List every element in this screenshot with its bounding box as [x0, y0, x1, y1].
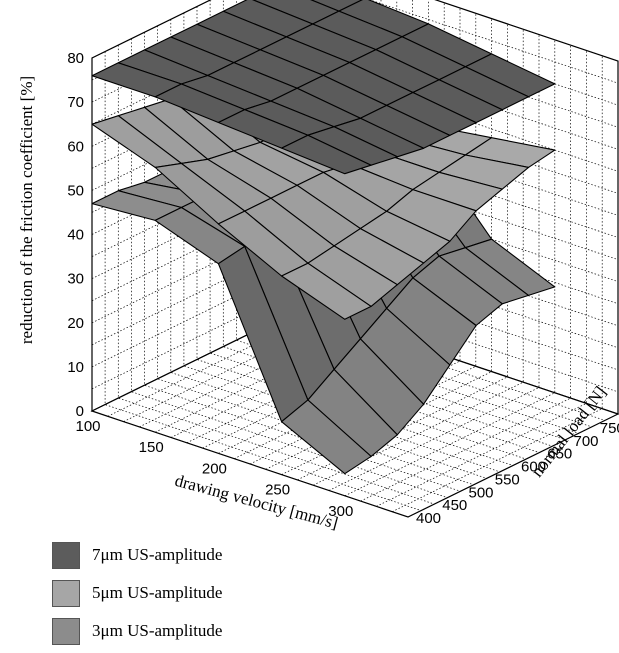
z-gridline: [91, 285, 619, 393]
y-gridline: [288, 0, 606, 421]
x-gridline: [407, 61, 619, 518]
legend-label: 3μm US-amplitude: [92, 621, 223, 640]
z-tick-label: 60: [67, 138, 84, 155]
x-gridline: [392, 55, 603, 513]
x-tick-label: 100: [75, 418, 100, 435]
z-gridline: [91, 175, 619, 282]
x-gridline: [376, 50, 587, 507]
z-tick-label: 20: [67, 315, 84, 332]
surface-7um: [91, 0, 556, 175]
x-tick-label: 150: [139, 439, 164, 456]
legend-label: 7μm US-amplitude: [92, 545, 223, 564]
z-tick-label: 10: [67, 359, 84, 376]
z-tick-label: 0: [76, 403, 84, 420]
surface-patch: [281, 399, 372, 475]
x-gridline: [344, 39, 556, 497]
surface-patch: [281, 134, 372, 175]
z-gridline: [91, 263, 619, 371]
y-tick-label: 700: [574, 433, 599, 450]
y-tick-label: 450: [442, 497, 467, 514]
y-tick-label: 500: [469, 484, 494, 501]
y-gridline: [209, 0, 527, 460]
y-tick-label: 550: [495, 471, 520, 488]
y-gridline: [249, 0, 566, 441]
y-tick-label: 600: [521, 459, 546, 476]
z-tick-label: 70: [67, 94, 84, 111]
z-tick-label: 40: [67, 227, 84, 244]
y-tick-label: 400: [416, 510, 441, 527]
z-tick-label: 30: [67, 271, 84, 288]
y-tick-label: 750: [600, 420, 619, 437]
z-gridline: [91, 0, 619, 62]
x-gridline: [360, 45, 571, 502]
z-axis-label: reduction of the friction coefficient [%…: [17, 76, 36, 344]
legend-swatch: [52, 617, 80, 645]
legend-item: 3μm US-amplitude: [52, 612, 222, 650]
surface-patch: [281, 262, 372, 320]
y-gridline: [222, 0, 540, 453]
legend-swatch: [52, 579, 80, 607]
y-gridline: [236, 0, 553, 447]
legend-swatch: [52, 541, 80, 569]
y-gridline: [301, 0, 619, 415]
z-tick-label: 50: [67, 182, 84, 199]
z-tick-label: 80: [67, 50, 84, 67]
x-tick-label: 200: [202, 460, 227, 477]
x-tick-label: 250: [265, 482, 290, 499]
y-gridline: [196, 6, 514, 466]
chart-surfaces: [91, 0, 556, 475]
y-gridline: [262, 0, 579, 434]
y-tick-label: 650: [547, 446, 572, 463]
y-gridline: [91, 58, 409, 518]
y-gridline: [275, 0, 592, 428]
legend-item: 7μm US-amplitude: [52, 536, 222, 574]
z-gridline: [91, 241, 619, 349]
y-gridline: [104, 51, 422, 511]
x-tick-label: 300: [328, 503, 353, 520]
chart-ticks: 0 10 20 30 40 50 60 70 80 100 150 200 250 300 40045050…: [67, 50, 619, 527]
legend-label: 5μm US-amplitude: [92, 583, 223, 602]
y-gridline: [117, 45, 435, 505]
legend: 7μm US-amplitude 5μm US-amplitude 3μm US…: [52, 536, 222, 650]
legend-item: 5μm US-amplitude: [52, 574, 222, 612]
